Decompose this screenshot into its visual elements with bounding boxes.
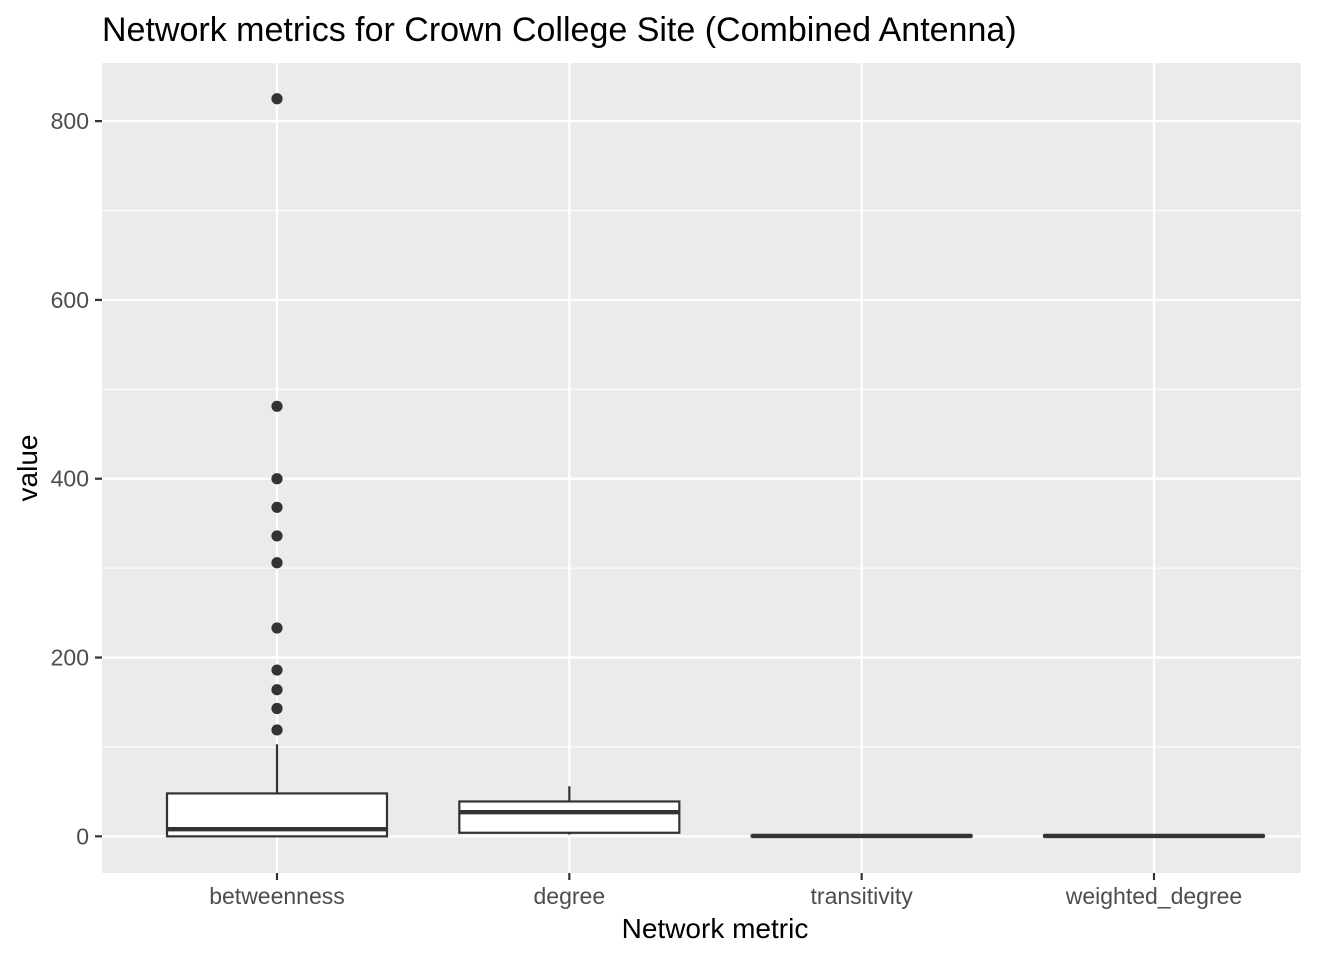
outlier-point (271, 702, 283, 715)
y-tick-label: 200 (51, 645, 89, 671)
box-degree (458, 786, 681, 835)
x-tick-label: transitivity (811, 883, 914, 909)
boxplot-layer (165, 93, 1266, 839)
x-tick-label: weighted_degree (1065, 883, 1242, 909)
outlier-point (271, 501, 283, 513)
x-tick-label: degree (534, 883, 606, 909)
y-tick-label: 600 (51, 287, 89, 313)
box-weighted_degree (1042, 833, 1266, 839)
y-tick-label: 0 (76, 823, 89, 849)
outlier-point (271, 530, 283, 542)
chart-title: Network metrics for Crown College Site (… (102, 11, 1017, 49)
outlier-point (271, 684, 283, 696)
box-body (458, 800, 681, 834)
grid-lines (102, 63, 1301, 873)
outlier-point (271, 664, 283, 676)
y-axis-title: value (12, 435, 43, 502)
outlier-point (271, 622, 283, 634)
box-transitivity (750, 833, 973, 839)
outlier-point (271, 724, 283, 736)
x-axis-title: Network metric (622, 913, 809, 944)
plot-panel (102, 63, 1301, 873)
axes: 0 200 400 600 800 betweenness degree transitivi… (51, 108, 1243, 909)
outlier-point (271, 557, 283, 569)
y-tick-label: 400 (51, 466, 89, 492)
outlier-point (271, 400, 283, 412)
x-tick-label: betweenness (209, 883, 345, 909)
y-tick-label: 800 (51, 108, 89, 134)
outlier-point (271, 93, 283, 105)
outlier-point (271, 473, 283, 485)
box-betweenness (165, 93, 389, 838)
